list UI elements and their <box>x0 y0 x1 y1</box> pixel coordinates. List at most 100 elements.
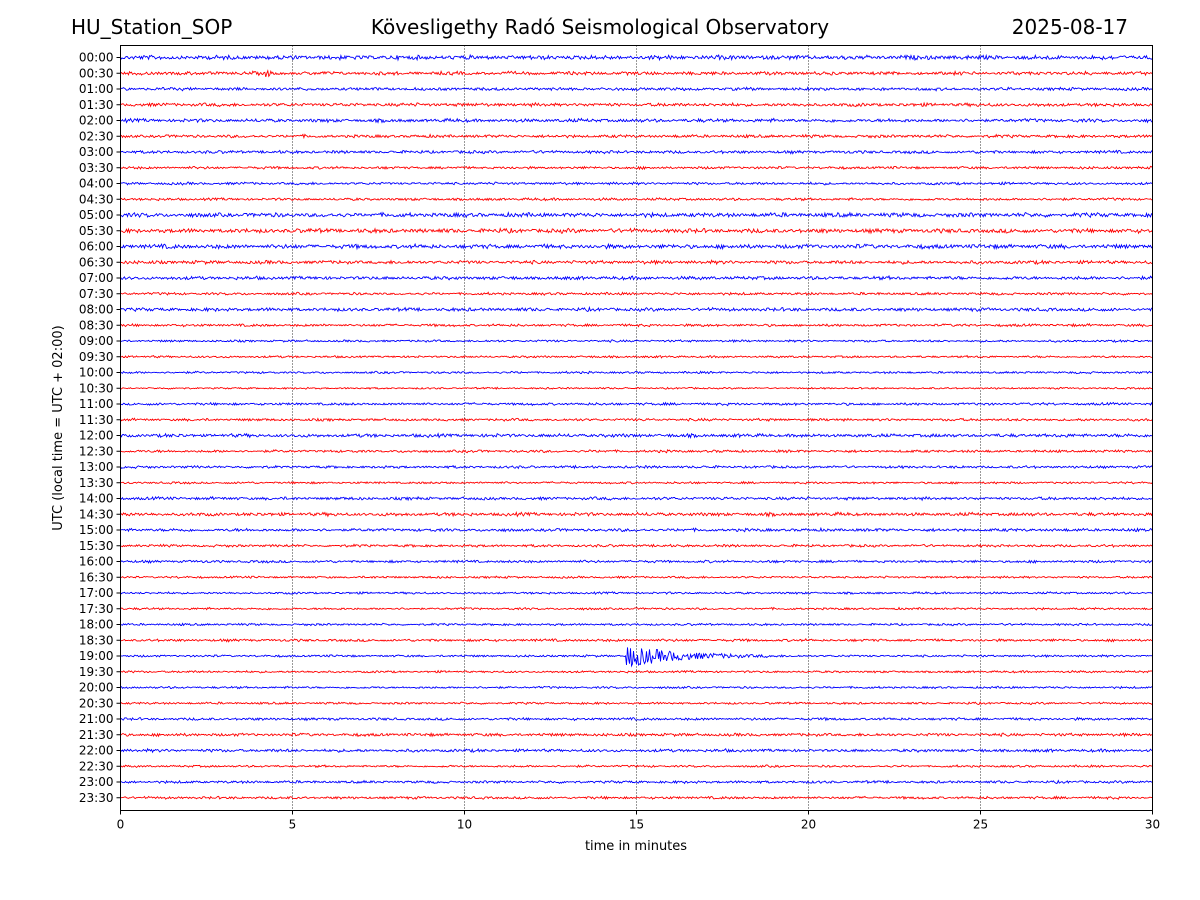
y-tick-label: 14:30 <box>79 507 114 521</box>
x-tick-label: 15 <box>629 818 644 832</box>
station-label: HU_Station_SOP <box>71 15 233 39</box>
y-tick-label: 20:00 <box>79 681 114 695</box>
y-tick-label: 04:00 <box>79 177 114 191</box>
trace-0530 <box>120 227 1153 235</box>
y-tick-label: 18:00 <box>79 618 114 632</box>
y-tick-label: 14:00 <box>79 492 114 506</box>
trace-2100 <box>120 716 1153 722</box>
y-tick-label: 01:30 <box>79 98 114 112</box>
trace-0900 <box>120 339 1153 344</box>
y-axis-label: UTC (local time = UTC + 02:00) <box>51 325 66 530</box>
y-tick-label: 02:30 <box>79 129 114 143</box>
y-tick-label: 00:00 <box>79 51 114 65</box>
y-tick-label: 05:30 <box>79 224 114 238</box>
x-tick-label: 0 <box>117 818 125 832</box>
trace-1330 <box>120 480 1153 485</box>
trace-1200 <box>120 432 1153 439</box>
trace-1500 <box>120 526 1153 533</box>
y-tick-label: 03:00 <box>79 145 114 159</box>
y-tick-label: 07:00 <box>79 271 114 285</box>
y-tick-label: 17:00 <box>79 586 114 600</box>
trace-0430 <box>120 197 1153 202</box>
y-tick-label: 15:30 <box>79 539 114 553</box>
trace-2330 <box>120 795 1153 801</box>
x-tick-label: 30 <box>1145 818 1160 832</box>
y-tick-label: 04:30 <box>79 192 114 206</box>
y-tick-label: 21:30 <box>79 728 114 742</box>
trace-1000 <box>120 370 1153 375</box>
trace-1830 <box>120 637 1153 643</box>
y-tick-label: 23:30 <box>79 791 114 805</box>
grid-lines <box>292 45 981 811</box>
y-tick-label: 13:30 <box>79 476 114 490</box>
trace-0600 <box>120 242 1153 251</box>
trace-0400 <box>120 181 1153 186</box>
x-tick-label: 20 <box>801 818 816 832</box>
y-tick-label: 03:30 <box>79 161 114 175</box>
y-tick-label: 21:00 <box>79 712 114 726</box>
y-tick-label: 11:30 <box>79 413 114 427</box>
y-tick-label: 02:00 <box>79 114 114 128</box>
y-tick-label: 19:30 <box>79 665 114 679</box>
trace-2000 <box>120 685 1153 690</box>
trace-1630 <box>120 575 1153 580</box>
trace-0030 <box>120 69 1153 78</box>
trace-1600 <box>120 559 1153 565</box>
date-label: 2025-08-17 <box>1011 15 1128 39</box>
y-tick-label: 22:30 <box>79 759 114 773</box>
y-tick-label: 11:00 <box>79 397 114 411</box>
y-tick-label: 01:00 <box>79 82 114 96</box>
trace-1530 <box>120 543 1153 549</box>
y-tick-label: 10:00 <box>79 366 114 380</box>
y-tick-label: 06:30 <box>79 255 114 269</box>
y-tick-label: 08:30 <box>79 318 114 332</box>
trace-0730 <box>120 291 1153 297</box>
trace-1400 <box>120 495 1153 502</box>
x-axis-ticks: 0 5 10 15 20 25 30 <box>117 810 1160 832</box>
seismic-traces <box>120 53 1153 801</box>
trace-0330 <box>120 165 1153 171</box>
trace-1430 <box>120 510 1153 518</box>
y-tick-label: 08:00 <box>79 303 114 317</box>
trace-0000 <box>120 53 1153 62</box>
trace-0230 <box>120 133 1153 140</box>
y-tick-label: 05:00 <box>79 208 114 222</box>
y-tick-label: 17:30 <box>79 602 114 616</box>
trace-1800 <box>120 622 1153 627</box>
y-tick-label: 12:00 <box>79 429 114 443</box>
trace-1300 <box>120 464 1153 470</box>
y-tick-label: 00:30 <box>79 66 114 80</box>
x-tick-label: 5 <box>289 818 297 832</box>
y-tick-label: 16:00 <box>79 555 114 569</box>
x-tick-label: 10 <box>457 818 472 832</box>
trace-0200 <box>120 117 1153 124</box>
chart-title: Köveslige­thy Radó Seismological Observa… <box>370 15 830 39</box>
trace-2200 <box>120 747 1153 754</box>
x-axis-label: time in minutes <box>585 839 687 854</box>
y-tick-label: 13:00 <box>79 460 114 474</box>
trace-1100 <box>120 401 1153 407</box>
y-tick-label: 06:00 <box>79 240 114 254</box>
y-tick-label: 12:30 <box>79 444 114 458</box>
trace-1930 <box>120 669 1153 674</box>
trace-0630 <box>120 259 1153 266</box>
y-tick-label: 20:30 <box>79 696 114 710</box>
trace-2300 <box>120 779 1153 785</box>
y-tick-label: 09:00 <box>79 334 114 348</box>
y-tick-label: 19:00 <box>79 649 114 663</box>
trace-1130 <box>120 417 1153 423</box>
trace-2030 <box>120 700 1153 706</box>
trace-1700 <box>120 590 1153 596</box>
trace-1730 <box>120 606 1153 611</box>
y-tick-label: 16:30 <box>79 570 114 584</box>
y-tick-label: 10:30 <box>79 381 114 395</box>
trace-0830 <box>120 322 1153 328</box>
trace-1030 <box>120 386 1153 390</box>
trace-0930 <box>120 354 1153 359</box>
trace-0500 <box>120 211 1153 219</box>
y-tick-label: 15:00 <box>79 523 114 537</box>
trace-0130 <box>120 101 1153 109</box>
y-tick-label: 23:00 <box>79 775 114 789</box>
